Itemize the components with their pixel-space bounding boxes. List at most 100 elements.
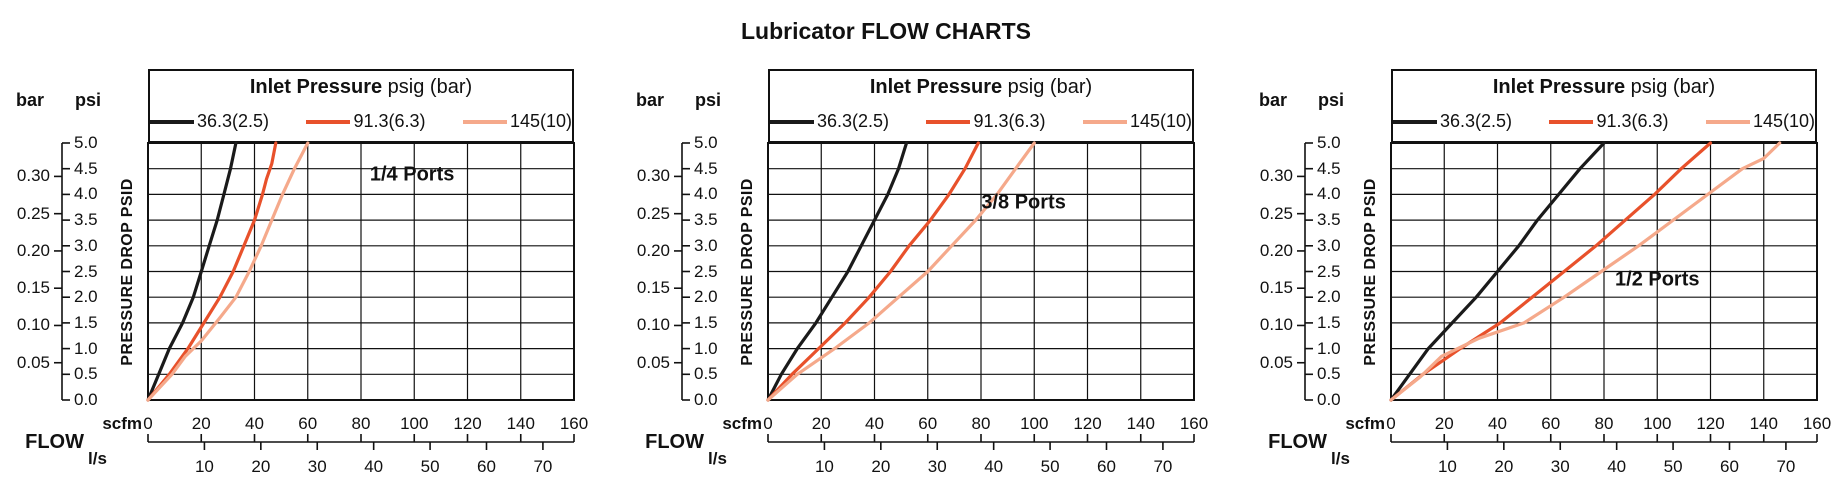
scfm-tick-label: 40	[865, 414, 884, 433]
pressure-drop-axis-title: PRESSURE DROP PSID	[119, 177, 136, 366]
legend-box: Inlet Pressure psig (bar) 36.3(2.5) 91.3(6…	[768, 69, 1194, 143]
ls-tick-label: 30	[307, 457, 327, 476]
bar-unit-label: bar	[635, 90, 664, 110]
ls-tick-label: 40	[1607, 457, 1627, 476]
ls-tick-label: 70	[1153, 457, 1173, 476]
psi-unit-label: psi	[1317, 90, 1344, 110]
psi-tick-label: 3.5	[74, 210, 98, 230]
plot-border	[767, 142, 1195, 401]
psi-tick-label: 2.0	[74, 287, 98, 307]
psi-tick-label: 1.0	[74, 338, 98, 358]
psi-tick-label: 4.5	[694, 158, 718, 178]
psi-tick-label: 0.0	[74, 390, 98, 409]
scfm-tick-label: 20	[811, 414, 831, 433]
psi-tick-label: 5.0	[694, 133, 718, 152]
flow-chart-half-inch-ports: Inlet Pressure psig (bar) 36.3(2.5) 91.3(6…	[1243, 0, 1845, 490]
scfm-unit-label: scfm	[722, 414, 762, 433]
inlet-pressure-title-bold: Inlet Pressure	[869, 76, 1003, 98]
legend-line-swatch	[1082, 119, 1127, 124]
bar-tick-label: 0.10	[636, 315, 670, 335]
bar-tick-label: 0.05	[1259, 352, 1293, 372]
ls-tick-label: 60	[1720, 457, 1739, 476]
curve-inlet-pressure-145(10)	[1389, 141, 1782, 402]
curve-inlet-pressure-91.3(6.3)	[146, 141, 278, 402]
legend-line-swatch	[1393, 119, 1437, 124]
psi-tick-label: 4.0	[1317, 184, 1341, 204]
psi-tick-label: 0.0	[1317, 390, 1341, 409]
legend-line-swatch	[770, 119, 814, 124]
psi-tick-label: 0.0	[694, 390, 718, 409]
y-axis-ruler	[674, 142, 690, 401]
flow-axis-title: FLOW	[645, 431, 704, 453]
curve-inlet-pressure-36.3(2.5)	[146, 141, 238, 402]
bar-tick-label: 0.30	[16, 166, 50, 186]
curve-inlet-pressure-145(10)	[766, 141, 1036, 402]
legend-line-swatch	[150, 119, 194, 124]
ls-unit-label: l/s	[88, 449, 107, 468]
bar-tick-label: 0.25	[636, 203, 670, 223]
psi-tick-label: 1.0	[694, 338, 718, 358]
bar-tick-label: 0.25	[16, 203, 50, 223]
curve-inlet-pressure-36.3(2.5)	[766, 141, 909, 402]
legend-item-36.3(2.5): 36.3(2.5)	[150, 111, 269, 132]
scfm-tick-label: 140	[506, 414, 535, 433]
legend-item-91.3(6.3): 91.3(6.3)	[926, 111, 1046, 132]
curve-inlet-pressure-91.3(6.3)	[1389, 141, 1713, 402]
curve-inlet-pressure-91.3(6.3)	[766, 141, 980, 402]
ls-tick-label: 60	[477, 457, 496, 476]
psi-tick-label: 2.5	[694, 261, 718, 281]
x-axis-ruler	[147, 434, 575, 450]
inlet-pressure-title-bold: Inlet Pressure	[1492, 76, 1626, 98]
bar-tick-label: 0.15	[16, 278, 50, 298]
scfm-tick-label: 160	[1179, 414, 1209, 433]
inlet-pressure-title-units: psig (bar)	[382, 76, 473, 98]
y-axis-ruler	[1297, 142, 1313, 401]
y-axis-ruler	[54, 142, 70, 401]
psi-tick-label: 0.5	[694, 364, 718, 384]
scfm-tick-label: 0	[1386, 414, 1396, 433]
port-size-label: 3/8 Ports	[981, 191, 1066, 214]
psi-tick-label: 4.0	[74, 184, 98, 204]
bar-tick-label: 0.15	[1259, 278, 1293, 298]
legend-item-91.3(6.3): 91.3(6.3)	[1549, 111, 1669, 132]
x-axis-ruler	[767, 434, 1195, 450]
legend-line-swatch	[462, 119, 507, 124]
ls-tick-label: 50	[1663, 457, 1683, 476]
psi-tick-label: 3.5	[1317, 210, 1341, 230]
psi-tick-label: 4.5	[74, 158, 98, 178]
scfm-tick-label: 100	[400, 414, 429, 433]
legend-line-swatch	[1705, 119, 1750, 124]
psi-tick-label: 0.5	[74, 364, 98, 384]
psi-tick-label: 1.5	[74, 312, 98, 332]
ls-tick-label: 20	[251, 457, 271, 476]
bar-unit-label: bar	[1258, 90, 1287, 110]
inlet-pressure-title: Inlet Pressure psig (bar)	[1393, 76, 1815, 99]
psi-tick-label: 5.0	[74, 133, 98, 152]
scfm-tick-label: 60	[298, 414, 318, 433]
ls-tick-label: 50	[420, 457, 440, 476]
ls-tick-label: 20	[871, 457, 891, 476]
psi-tick-label: 3.0	[694, 235, 718, 255]
legend: 36.3(2.5) 91.3(6.3) 145(10)	[1393, 111, 1815, 132]
psi-tick-label: 3.5	[694, 210, 718, 230]
legend-item-145(10): 145(10)	[1705, 111, 1815, 132]
scfm-tick-label: 100	[1643, 414, 1672, 433]
inlet-pressure-title-units: psig (bar)	[1625, 76, 1716, 98]
inlet-pressure-title-units: psig (bar)	[1002, 76, 1093, 98]
pressure-drop-axis-title: PRESSURE DROP PSID	[739, 177, 756, 366]
bar-tick-label: 0.20	[636, 240, 670, 260]
scfm-tick-label: 40	[1488, 414, 1507, 433]
psi-tick-label: 0.5	[1317, 364, 1341, 384]
legend-box: Inlet Pressure psig (bar) 36.3(2.5) 91.3(6…	[148, 69, 574, 143]
legend-label: 36.3(2.5)	[197, 111, 270, 131]
scfm-tick-label: 120	[1696, 414, 1725, 433]
scfm-unit-label: scfm	[102, 414, 142, 433]
page-title: Lubricator FLOW CHARTS	[740, 18, 1032, 44]
port-size-label: 1/2 Ports	[1615, 268, 1700, 291]
psi-tick-label: 5.0	[1317, 133, 1341, 152]
plot-area	[766, 141, 1195, 402]
bar-tick-label: 0.10	[16, 315, 50, 335]
x-axis-ruler	[1390, 434, 1818, 450]
scfm-unit-label: scfm	[1345, 414, 1385, 433]
